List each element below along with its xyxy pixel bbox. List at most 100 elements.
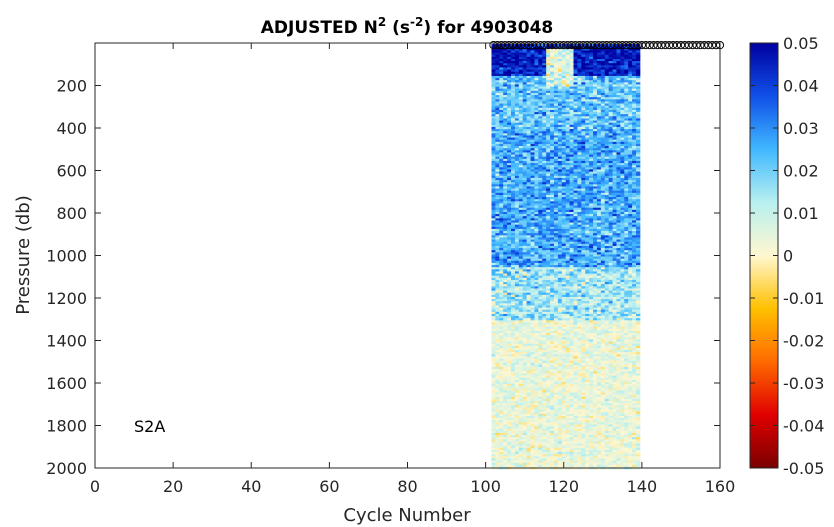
heatmap-cell (538, 48, 543, 51)
heatmap-cell (550, 65, 555, 68)
heatmap-cell (514, 235, 520, 238)
heatmap-cell (538, 358, 543, 362)
heatmap-cell (538, 175, 543, 179)
heatmap-cell (499, 464, 504, 468)
heatmap-cell (518, 401, 524, 404)
heatmap-cell (499, 271, 504, 274)
heatmap-cell (503, 407, 508, 410)
heatmap-cell (538, 126, 543, 130)
heatmap-cell (534, 75, 539, 79)
heatmap-cell (507, 214, 512, 217)
heatmap-cell (514, 403, 520, 406)
heatmap-cell (546, 56, 551, 60)
heatmap-cell (538, 381, 543, 385)
heatmap-cell (530, 173, 535, 177)
heatmap-cell (581, 180, 586, 183)
heatmap-cell (585, 341, 590, 345)
heatmap-cell (581, 56, 586, 60)
heatmap-cell (538, 180, 543, 183)
heatmap-cell (511, 284, 516, 287)
heatmap-cell (530, 428, 535, 432)
heatmap-cell (491, 184, 496, 187)
heatmap-cell (511, 245, 516, 249)
heatmap-cell (550, 452, 555, 455)
heatmap-cell (569, 201, 574, 204)
heatmap-cell (511, 354, 516, 357)
heatmap-cell (491, 424, 496, 427)
heatmap-cell (581, 441, 586, 444)
heatmap-cell (550, 316, 555, 319)
heatmap-cell (514, 396, 520, 400)
heatmap-cell (557, 243, 563, 247)
heatmap-cell (499, 86, 504, 90)
heatmap-cell (577, 364, 582, 368)
heatmap-cell (514, 107, 520, 111)
heatmap-cell (491, 82, 496, 85)
heatmap-cell (565, 207, 571, 211)
heatmap-cell (507, 296, 512, 300)
heatmap-cell (503, 245, 508, 249)
heatmap-cell (530, 122, 535, 126)
heatmap-cell (499, 92, 504, 96)
heatmap-cell (530, 303, 535, 306)
heatmap-cell (561, 360, 567, 364)
heatmap-cell (565, 462, 571, 466)
heatmap-cell (503, 135, 508, 138)
heatmap-cell (518, 337, 524, 340)
heatmap-cell (499, 394, 504, 398)
heatmap-cell (577, 262, 582, 266)
heatmap-cell (569, 58, 574, 62)
heatmap-cell (507, 413, 512, 417)
heatmap-cell (550, 422, 555, 425)
heatmap-cell (538, 324, 543, 328)
heatmap-cell (569, 99, 574, 102)
heatmap-cell (522, 290, 528, 294)
heatmap-cell (507, 371, 512, 374)
heatmap-cell (526, 80, 531, 83)
heatmap-cell (538, 101, 543, 104)
heatmap-cell (577, 420, 582, 423)
heatmap-cell (534, 428, 539, 432)
heatmap-cell (526, 131, 531, 134)
heatmap-cell (526, 237, 531, 240)
heatmap-cell (557, 464, 563, 468)
heatmap-cell (511, 252, 516, 255)
heatmap-cell (553, 356, 559, 359)
heatmap-cell (491, 163, 496, 166)
heatmap-cell (542, 78, 547, 81)
heatmap-cell (546, 330, 551, 334)
heatmap-cell (534, 275, 539, 279)
heatmap-cell (577, 131, 582, 134)
heatmap-cell (511, 392, 516, 396)
heatmap-cell (542, 258, 547, 262)
heatmap-cell (585, 367, 590, 370)
heatmap-cell (526, 112, 531, 115)
heatmap-cell (553, 345, 559, 349)
heatmap-cell (495, 318, 500, 321)
heatmap-cell (491, 267, 496, 270)
heatmap-cell (573, 78, 578, 81)
heatmap-cell (546, 224, 551, 228)
heatmap-cell (507, 192, 512, 196)
heatmap-cell (569, 101, 574, 104)
heatmap-cell (507, 294, 512, 298)
heatmap-cell (491, 137, 496, 141)
heatmap-cell (514, 171, 520, 175)
heatmap-cell (491, 282, 496, 285)
heatmap-cell (573, 328, 578, 332)
heatmap-cell (550, 95, 555, 98)
heatmap-cell (565, 58, 571, 62)
heatmap-cell (518, 63, 524, 66)
heatmap-cell (581, 135, 586, 138)
heatmap-cell (507, 61, 512, 64)
heatmap-cell (542, 65, 547, 68)
heatmap-cell (522, 122, 528, 126)
heatmap-cell (585, 188, 590, 192)
heatmap-cell (550, 63, 555, 66)
heatmap-cell (581, 337, 586, 340)
heatmap-cell (542, 401, 547, 404)
heatmap-cell (530, 299, 535, 302)
heatmap-cell (553, 333, 559, 336)
heatmap-cell (518, 205, 524, 209)
heatmap-cell (522, 311, 528, 315)
